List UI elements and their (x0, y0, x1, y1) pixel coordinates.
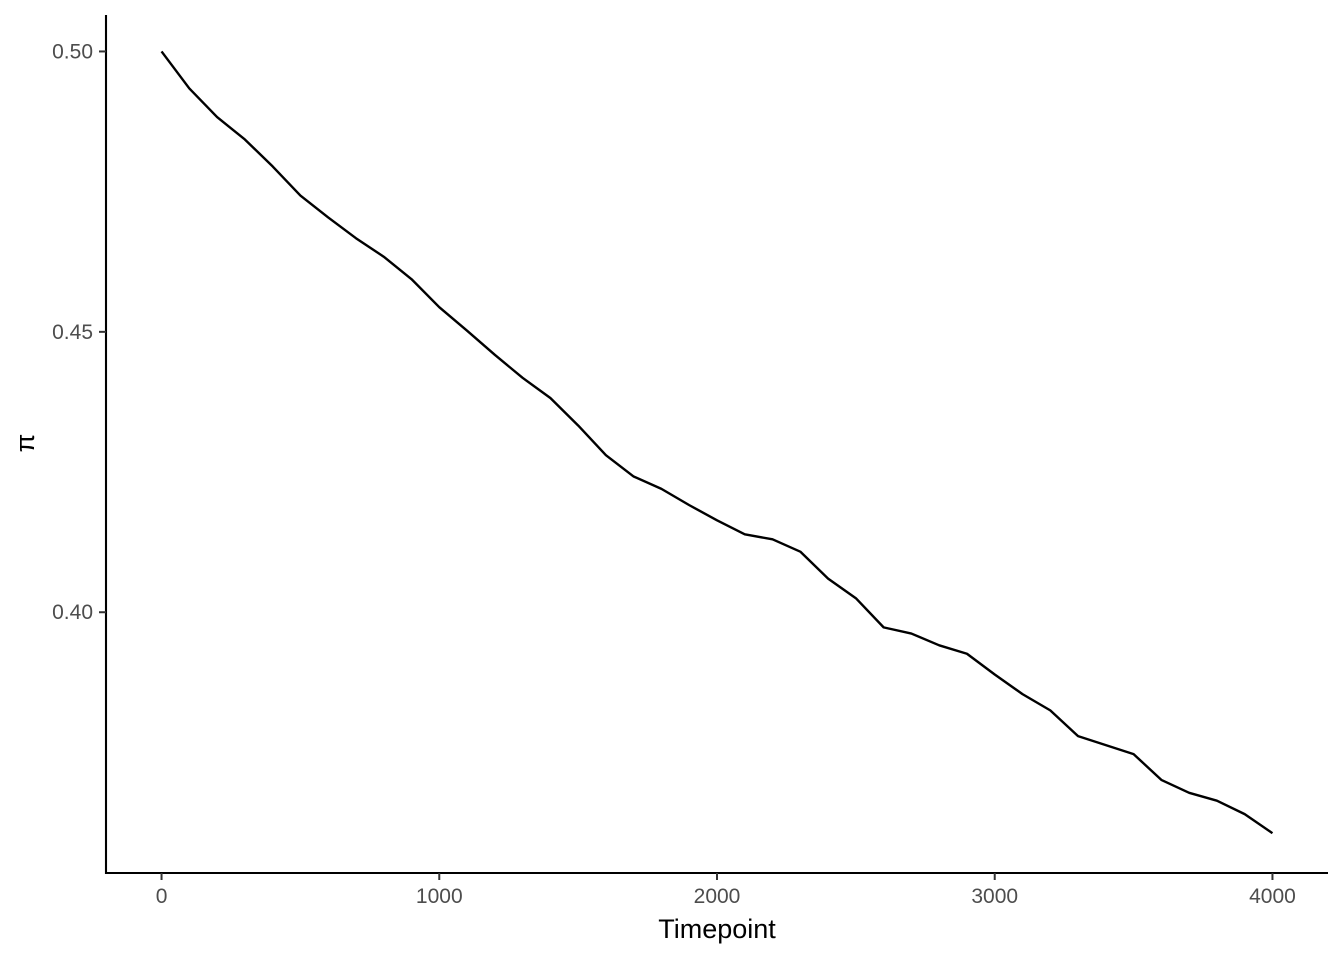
series-line (160, 50, 1274, 835)
y-axis-ticks: 0.40 0.45 0.50 (52, 40, 106, 624)
y-axis-title: π (10, 434, 40, 453)
x-tick-label: 2000 (694, 885, 741, 908)
x-axis-title: Timepoint (658, 914, 776, 944)
y-tick-label: 0.45 (52, 321, 93, 344)
x-tick-label: 0 (156, 885, 168, 908)
plot-area (160, 50, 1274, 835)
x-axis-ticks: 0 1000 2000 3000 4000 (156, 873, 1296, 908)
y-tick-label: 0.50 (52, 40, 93, 63)
y-tick-label: 0.40 (52, 601, 93, 624)
x-tick-label: 1000 (416, 885, 463, 908)
x-tick-label: 3000 (971, 885, 1018, 908)
x-tick-label: 4000 (1249, 885, 1296, 908)
